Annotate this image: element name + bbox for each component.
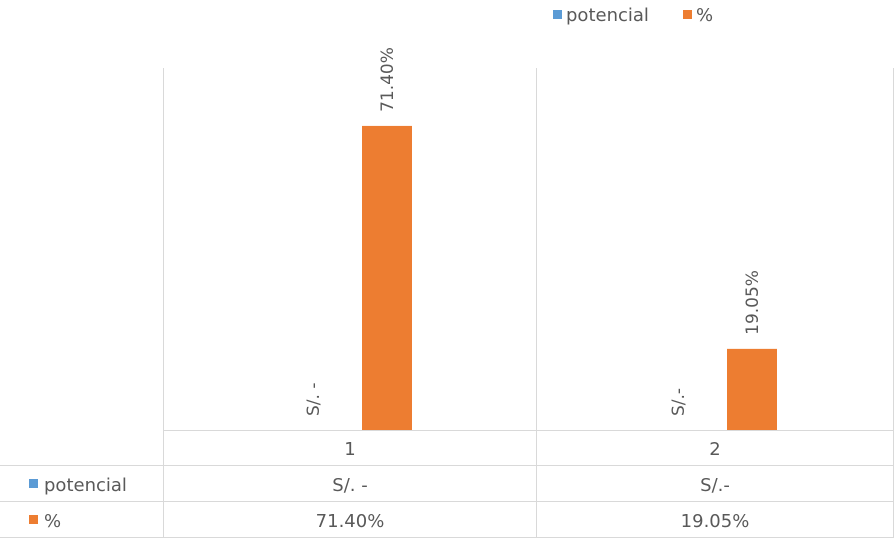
data-labels: S/. - S/.- 71.40% 19.05% <box>304 47 763 416</box>
table-cell-percent-2: 19.05% <box>681 511 750 532</box>
data-label-percent-1: 71.40% <box>378 47 398 112</box>
table-row-label-percent: % <box>44 511 61 532</box>
data-label-potencial-1: S/. - <box>304 383 324 416</box>
table-swatch-percent <box>29 515 38 524</box>
table-cell-potencial-2: S/.- <box>700 475 730 496</box>
x-tick-label-2: 2 <box>709 439 720 460</box>
bar-percent-2 <box>727 348 777 430</box>
data-label-percent-2: 19.05% <box>743 270 763 335</box>
legend-label-percent: % <box>696 5 713 26</box>
plot-frame <box>163 68 894 430</box>
table-swatch-potencial <box>29 479 38 488</box>
legend-swatch-percent <box>683 10 692 19</box>
table-row-label-potencial: potencial <box>44 475 127 496</box>
data-table: 1 2 potencial S/. - S/.- % 71.40% 19.05% <box>0 430 894 538</box>
legend: potencial % <box>553 5 713 26</box>
x-tick-label-1: 1 <box>344 439 355 460</box>
legend-swatch-potencial <box>553 10 562 19</box>
table-cell-potencial-1: S/. - <box>332 475 367 496</box>
legend-label-potencial: potencial <box>566 5 649 26</box>
bars <box>362 125 777 431</box>
table-cell-percent-1: 71.40% <box>316 511 385 532</box>
bar-percent-1 <box>362 125 412 431</box>
data-label-potencial-2: S/.- <box>669 388 689 416</box>
